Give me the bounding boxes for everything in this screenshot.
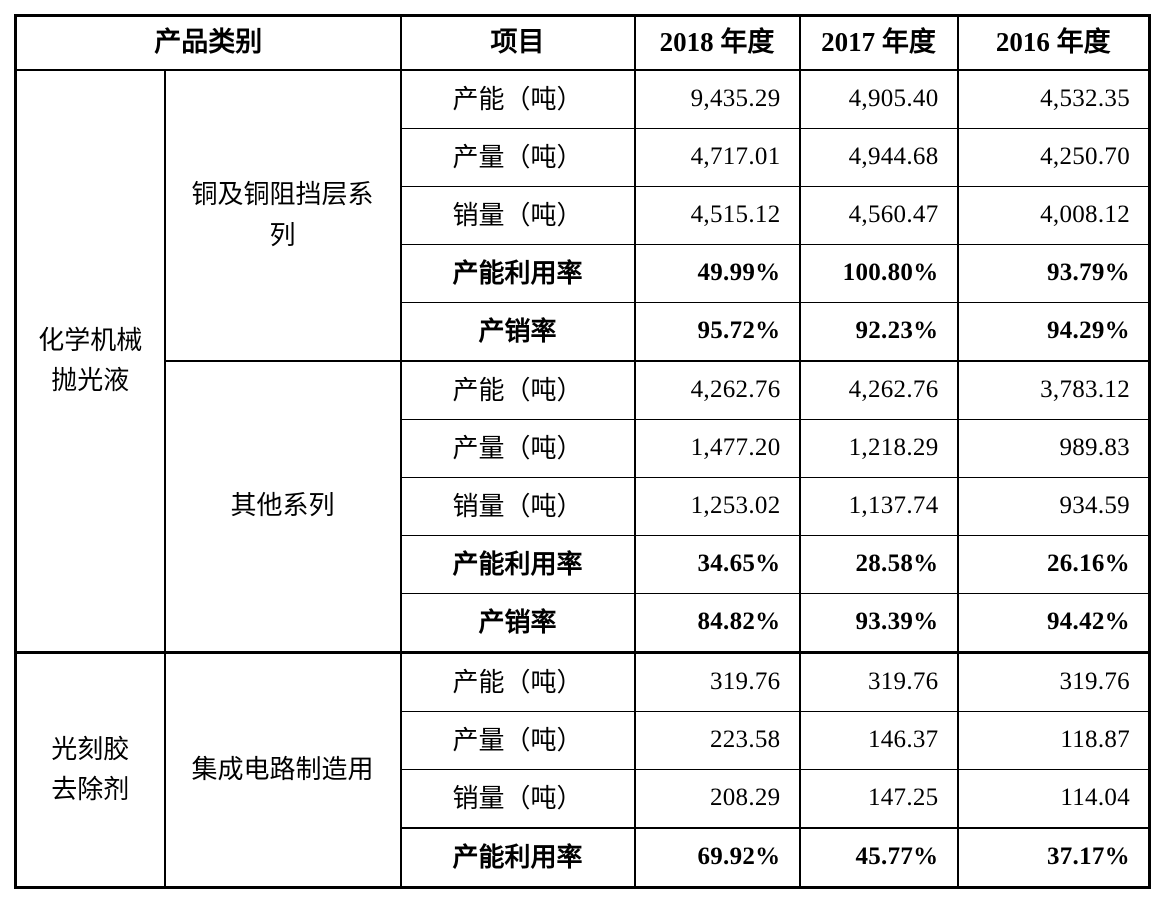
table-row: 产能利用率 34.65% 28.58% 26.16% — [16, 535, 1151, 594]
production-capacity-table: 产品类别 项目 2018 年度 2017 年度 2016 年度 化学机械 抛光液… — [14, 14, 1151, 889]
value-2016: 4,532.35 — [956, 69, 1151, 129]
value-2016: 3,783.12 — [956, 360, 1151, 420]
item-label: 产量（吨） — [399, 419, 636, 478]
value-2017: 4,944.68 — [798, 128, 959, 187]
value-2016: 4,250.70 — [956, 128, 1151, 187]
value-2018: 208.29 — [633, 769, 801, 829]
header-year-2016: 2016 年度 — [956, 15, 1151, 71]
table-row: 产能利用率 69.92% 45.77% 37.17% — [16, 827, 1151, 888]
item-label: 产销率 — [399, 302, 636, 362]
item-label: 销量（吨） — [399, 186, 636, 245]
value-2017: 319.76 — [798, 651, 959, 712]
table-row: 销量（吨） 4,515.12 4,560.47 4,008.12 — [16, 186, 1151, 245]
item-label: 产能（吨） — [399, 651, 636, 712]
value-2017: 45.77% — [798, 827, 959, 888]
value-2018: 1,253.02 — [633, 477, 801, 536]
item-label: 产量（吨） — [399, 128, 636, 187]
item-label: 产能（吨） — [399, 69, 636, 129]
header-product-category: 产品类别 — [14, 15, 402, 71]
value-2017: 28.58% — [798, 535, 959, 594]
table-row: 其他系列 产能（吨） 4,262.76 4,262.76 3,783.12 — [16, 360, 1151, 653]
value-2016: 4,008.12 — [956, 186, 1151, 245]
value-2017: 4,560.47 — [798, 186, 959, 245]
value-2018: 49.99% — [633, 244, 801, 303]
value-2018: 319.76 — [633, 651, 801, 712]
item-label: 产能（吨） — [399, 360, 636, 420]
value-2016: 94.42% — [956, 593, 1151, 653]
table-row: 产量（吨） 1,477.20 1,218.29 989.83 — [16, 419, 1151, 478]
value-2016: 989.83 — [956, 419, 1151, 478]
header-item: 项目 — [399, 15, 636, 71]
value-2017: 92.23% — [798, 302, 959, 362]
table-row: 销量（吨） 1,253.02 1,137.74 934.59 — [16, 477, 1151, 536]
table-header-row: 产品类别 项目 2018 年度 2017 年度 2016 年度 — [14, 15, 1151, 71]
category-photoresist-remover: 光刻胶 去除剂 — [14, 651, 166, 888]
header-year-2018: 2018 年度 — [633, 15, 801, 71]
value-2018: 4,515.12 — [633, 186, 801, 245]
value-2018: 84.82% — [633, 593, 801, 653]
value-2018: 4,717.01 — [633, 128, 801, 187]
item-label: 产能利用率 — [399, 827, 636, 888]
subcategory-other-series: 其他系列 — [163, 360, 402, 653]
value-2016: 319.76 — [956, 651, 1151, 712]
value-2016: 118.87 — [956, 711, 1151, 770]
value-2018: 4,262.76 — [633, 360, 801, 420]
value-2018: 69.92% — [633, 827, 801, 888]
table-row: 产销率 95.72% 92.23% 94.29% — [16, 302, 1151, 362]
value-2018: 34.65% — [633, 535, 801, 594]
value-2017: 4,262.76 — [798, 360, 959, 420]
item-label: 产能利用率 — [399, 535, 636, 594]
table-row: 产能利用率 49.99% 100.80% 93.79% — [16, 244, 1151, 303]
value-2016: 114.04 — [956, 769, 1151, 829]
item-label: 产能利用率 — [399, 244, 636, 303]
item-label: 销量（吨） — [399, 477, 636, 536]
value-2016: 37.17% — [956, 827, 1151, 888]
value-2017: 146.37 — [798, 711, 959, 770]
subcategory-copper-barrier-series: 铜及铜阻挡层系 列 — [163, 69, 402, 362]
value-2016: 26.16% — [956, 535, 1151, 594]
table-row: 化学机械 抛光液 铜及铜阻挡层系 列 产能（吨） 9,435.29 4,905.… — [14, 69, 1151, 653]
header-year-2017: 2017 年度 — [798, 15, 959, 71]
value-2016: 94.29% — [956, 302, 1151, 362]
value-2016: 93.79% — [956, 244, 1151, 303]
value-2017: 93.39% — [798, 593, 959, 653]
item-label: 销量（吨） — [399, 769, 636, 829]
value-2017: 100.80% — [798, 244, 959, 303]
table-row: 光刻胶 去除剂 集成电路制造用 产能（吨） 319.76 319.76 319.… — [14, 651, 1151, 888]
category-cmp-slurry: 化学机械 抛光液 — [14, 69, 166, 653]
value-2017: 147.25 — [798, 769, 959, 829]
value-2018: 223.58 — [633, 711, 801, 770]
value-2018: 95.72% — [633, 302, 801, 362]
value-2017: 1,137.74 — [798, 477, 959, 536]
subcategory-ic-manufacturing: 集成电路制造用 — [163, 651, 402, 888]
value-2018: 9,435.29 — [633, 69, 801, 129]
table-row: 销量（吨） 208.29 147.25 114.04 — [16, 769, 1151, 829]
value-2017: 1,218.29 — [798, 419, 959, 478]
item-label: 产销率 — [399, 593, 636, 653]
value-2018: 1,477.20 — [633, 419, 801, 478]
value-2017: 4,905.40 — [798, 69, 959, 129]
value-2016: 934.59 — [956, 477, 1151, 536]
item-label: 产量（吨） — [399, 711, 636, 770]
table-row: 产量（吨） 223.58 146.37 118.87 — [16, 711, 1151, 770]
